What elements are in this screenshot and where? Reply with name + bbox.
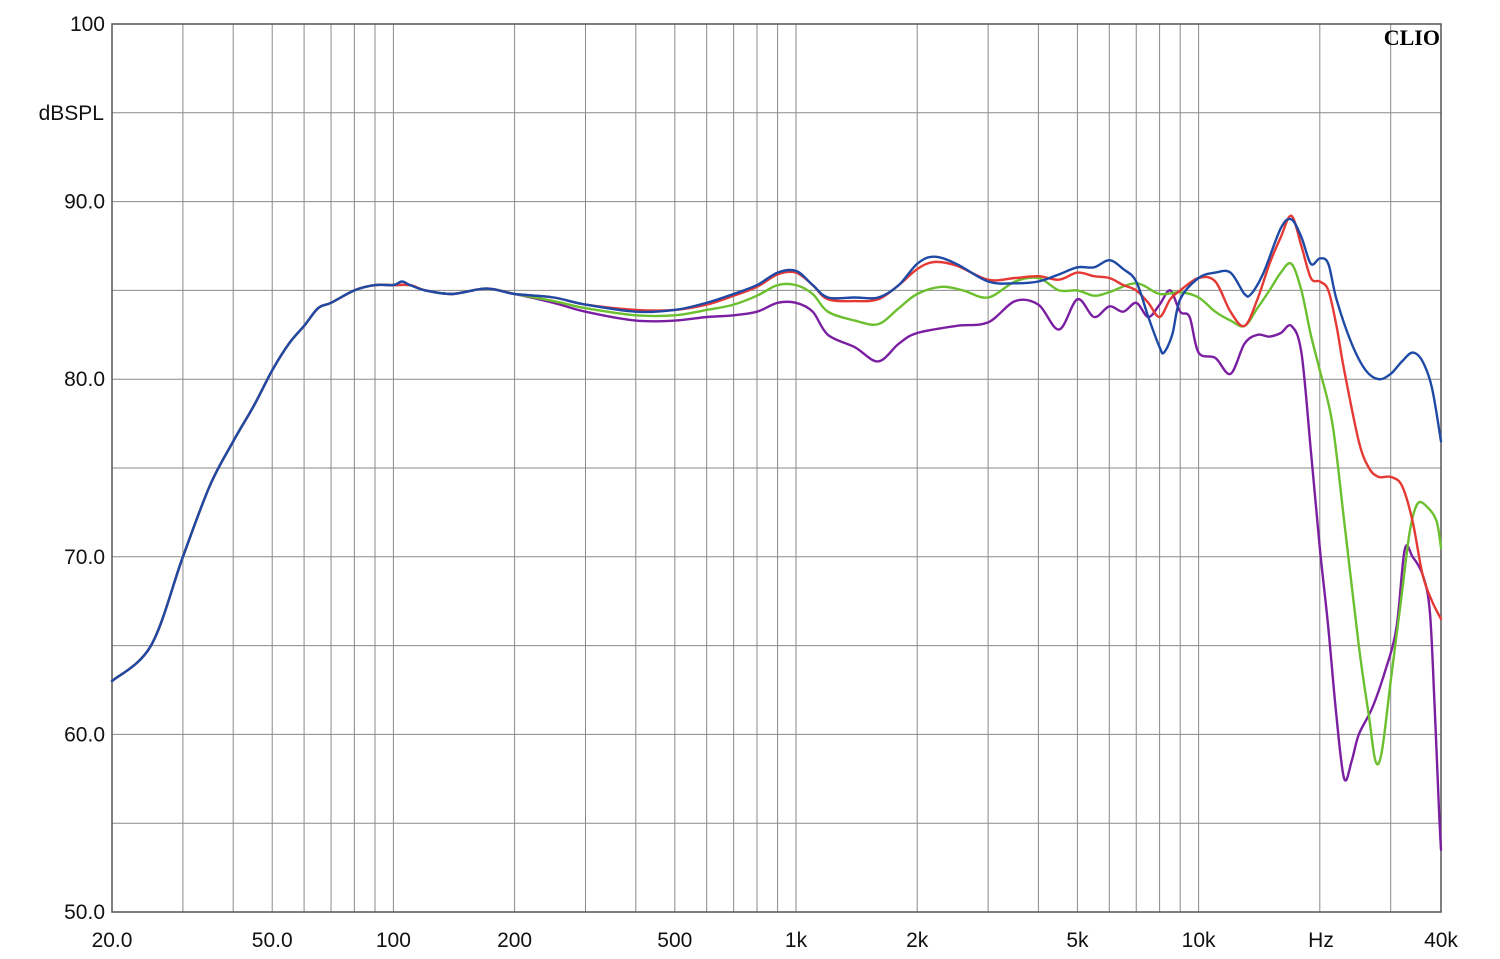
series-group [110,214,1443,851]
x-tick-label: 20.0 [92,929,133,952]
x-tick-label: 5k [1066,929,1089,952]
y-tick-label: 80.0 [64,368,105,391]
x-tick-label: 2k [906,929,929,952]
y-tick-label: 90.0 [64,191,105,214]
brand-label: CLIO [1384,25,1440,50]
x-tick-label: 200 [497,929,532,952]
x-tick-label: 50.0 [252,929,293,952]
y-axis-unit-label: dBSPL [39,102,104,125]
y-tick-label: 100 [70,13,105,36]
y-tick-label: 60.0 [64,723,105,746]
x-tick-labels: 20.0 50.0 100 200 500 1k 2k 5k 10k 40k [92,929,1459,952]
x-tick-label: 100 [376,929,411,952]
x-tick-label: 10k [1182,929,1216,952]
y-tick-label: 50.0 [64,901,105,924]
y-tick-label: 70.0 [64,546,105,569]
x-axis-unit-label: Hz [1308,929,1334,952]
x-tick-label: 500 [657,929,692,952]
x-tick-label: 1k [785,929,808,952]
y-tick-labels: 100 90.0 80.0 70.0 60.0 50.0 [64,13,105,924]
x-tick-label: 40k [1424,929,1458,952]
series-line-4 [110,217,1443,683]
plot-frame [111,23,1442,913]
